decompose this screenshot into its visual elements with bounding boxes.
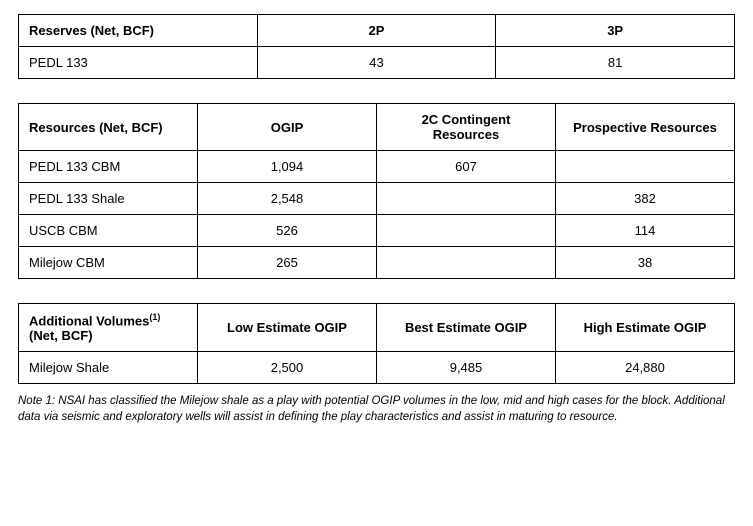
cell-value: 24,880 — [556, 352, 735, 384]
addvol-header-3: High Estimate OGIP — [556, 304, 735, 352]
table-row: PEDL 133 CBM 1,094 607 — [19, 151, 735, 183]
additional-volumes-table: Additional Volumes(1) (Net, BCF) Low Est… — [18, 303, 735, 384]
row-label: USCB CBM — [19, 215, 198, 247]
cell-value: 2,500 — [198, 352, 377, 384]
table-row: USCB CBM 526 114 — [19, 215, 735, 247]
cell-value: 526 — [198, 215, 377, 247]
cell-value: 1,094 — [198, 151, 377, 183]
reserves-header-2: 3P — [496, 15, 735, 47]
cell-value: 9,485 — [377, 352, 556, 384]
reserves-header-1: 2P — [257, 15, 496, 47]
row-label: PEDL 133 CBM — [19, 151, 198, 183]
cell-value: 265 — [198, 247, 377, 279]
row-label: PEDL 133 Shale — [19, 183, 198, 215]
resources-header-1: OGIP — [198, 104, 377, 151]
table-row: PEDL 133 43 81 — [19, 47, 735, 79]
table-row: PEDL 133 Shale 2,548 382 — [19, 183, 735, 215]
cell-value: 114 — [556, 215, 735, 247]
footnote-text: Note 1: NSAI has classified the Milejow … — [18, 394, 735, 425]
table-row: Milejow CBM 265 38 — [19, 247, 735, 279]
addvol-header-2: Best Estimate OGIP — [377, 304, 556, 352]
cell-value: 81 — [496, 47, 735, 79]
cell-value: 382 — [556, 183, 735, 215]
table-row: Milejow Shale 2,500 9,485 24,880 — [19, 352, 735, 384]
resources-header-2: 2C Contingent Resources — [377, 104, 556, 151]
row-label: Milejow Shale — [19, 352, 198, 384]
cell-value — [556, 151, 735, 183]
cell-value: 2,548 — [198, 183, 377, 215]
reserves-table: Reserves (Net, BCF) 2P 3P PEDL 133 43 81 — [18, 14, 735, 79]
reserves-header-0: Reserves (Net, BCF) — [19, 15, 258, 47]
resources-header-0: Resources (Net, BCF) — [19, 104, 198, 151]
cell-value — [377, 183, 556, 215]
cell-value: 38 — [556, 247, 735, 279]
addvol-header-0: Additional Volumes(1) (Net, BCF) — [19, 304, 198, 352]
row-label: PEDL 133 — [19, 47, 258, 79]
row-label: Milejow CBM — [19, 247, 198, 279]
cell-value: 607 — [377, 151, 556, 183]
addvol-header-1: Low Estimate OGIP — [198, 304, 377, 352]
cell-value: 43 — [257, 47, 496, 79]
resources-table: Resources (Net, BCF) OGIP 2C Contingent … — [18, 103, 735, 279]
resources-header-3: Prospective Resources — [556, 104, 735, 151]
cell-value — [377, 215, 556, 247]
cell-value — [377, 247, 556, 279]
